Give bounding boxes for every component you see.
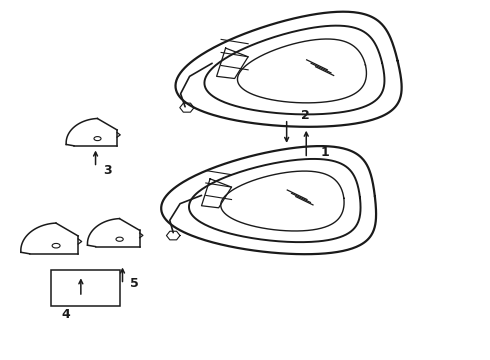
Text: 4: 4	[62, 309, 71, 321]
Text: 1: 1	[321, 147, 330, 159]
Bar	[51, 270, 120, 306]
Text: 2: 2	[301, 109, 310, 122]
Text: 5: 5	[130, 277, 139, 290]
Text: 3: 3	[103, 164, 112, 177]
